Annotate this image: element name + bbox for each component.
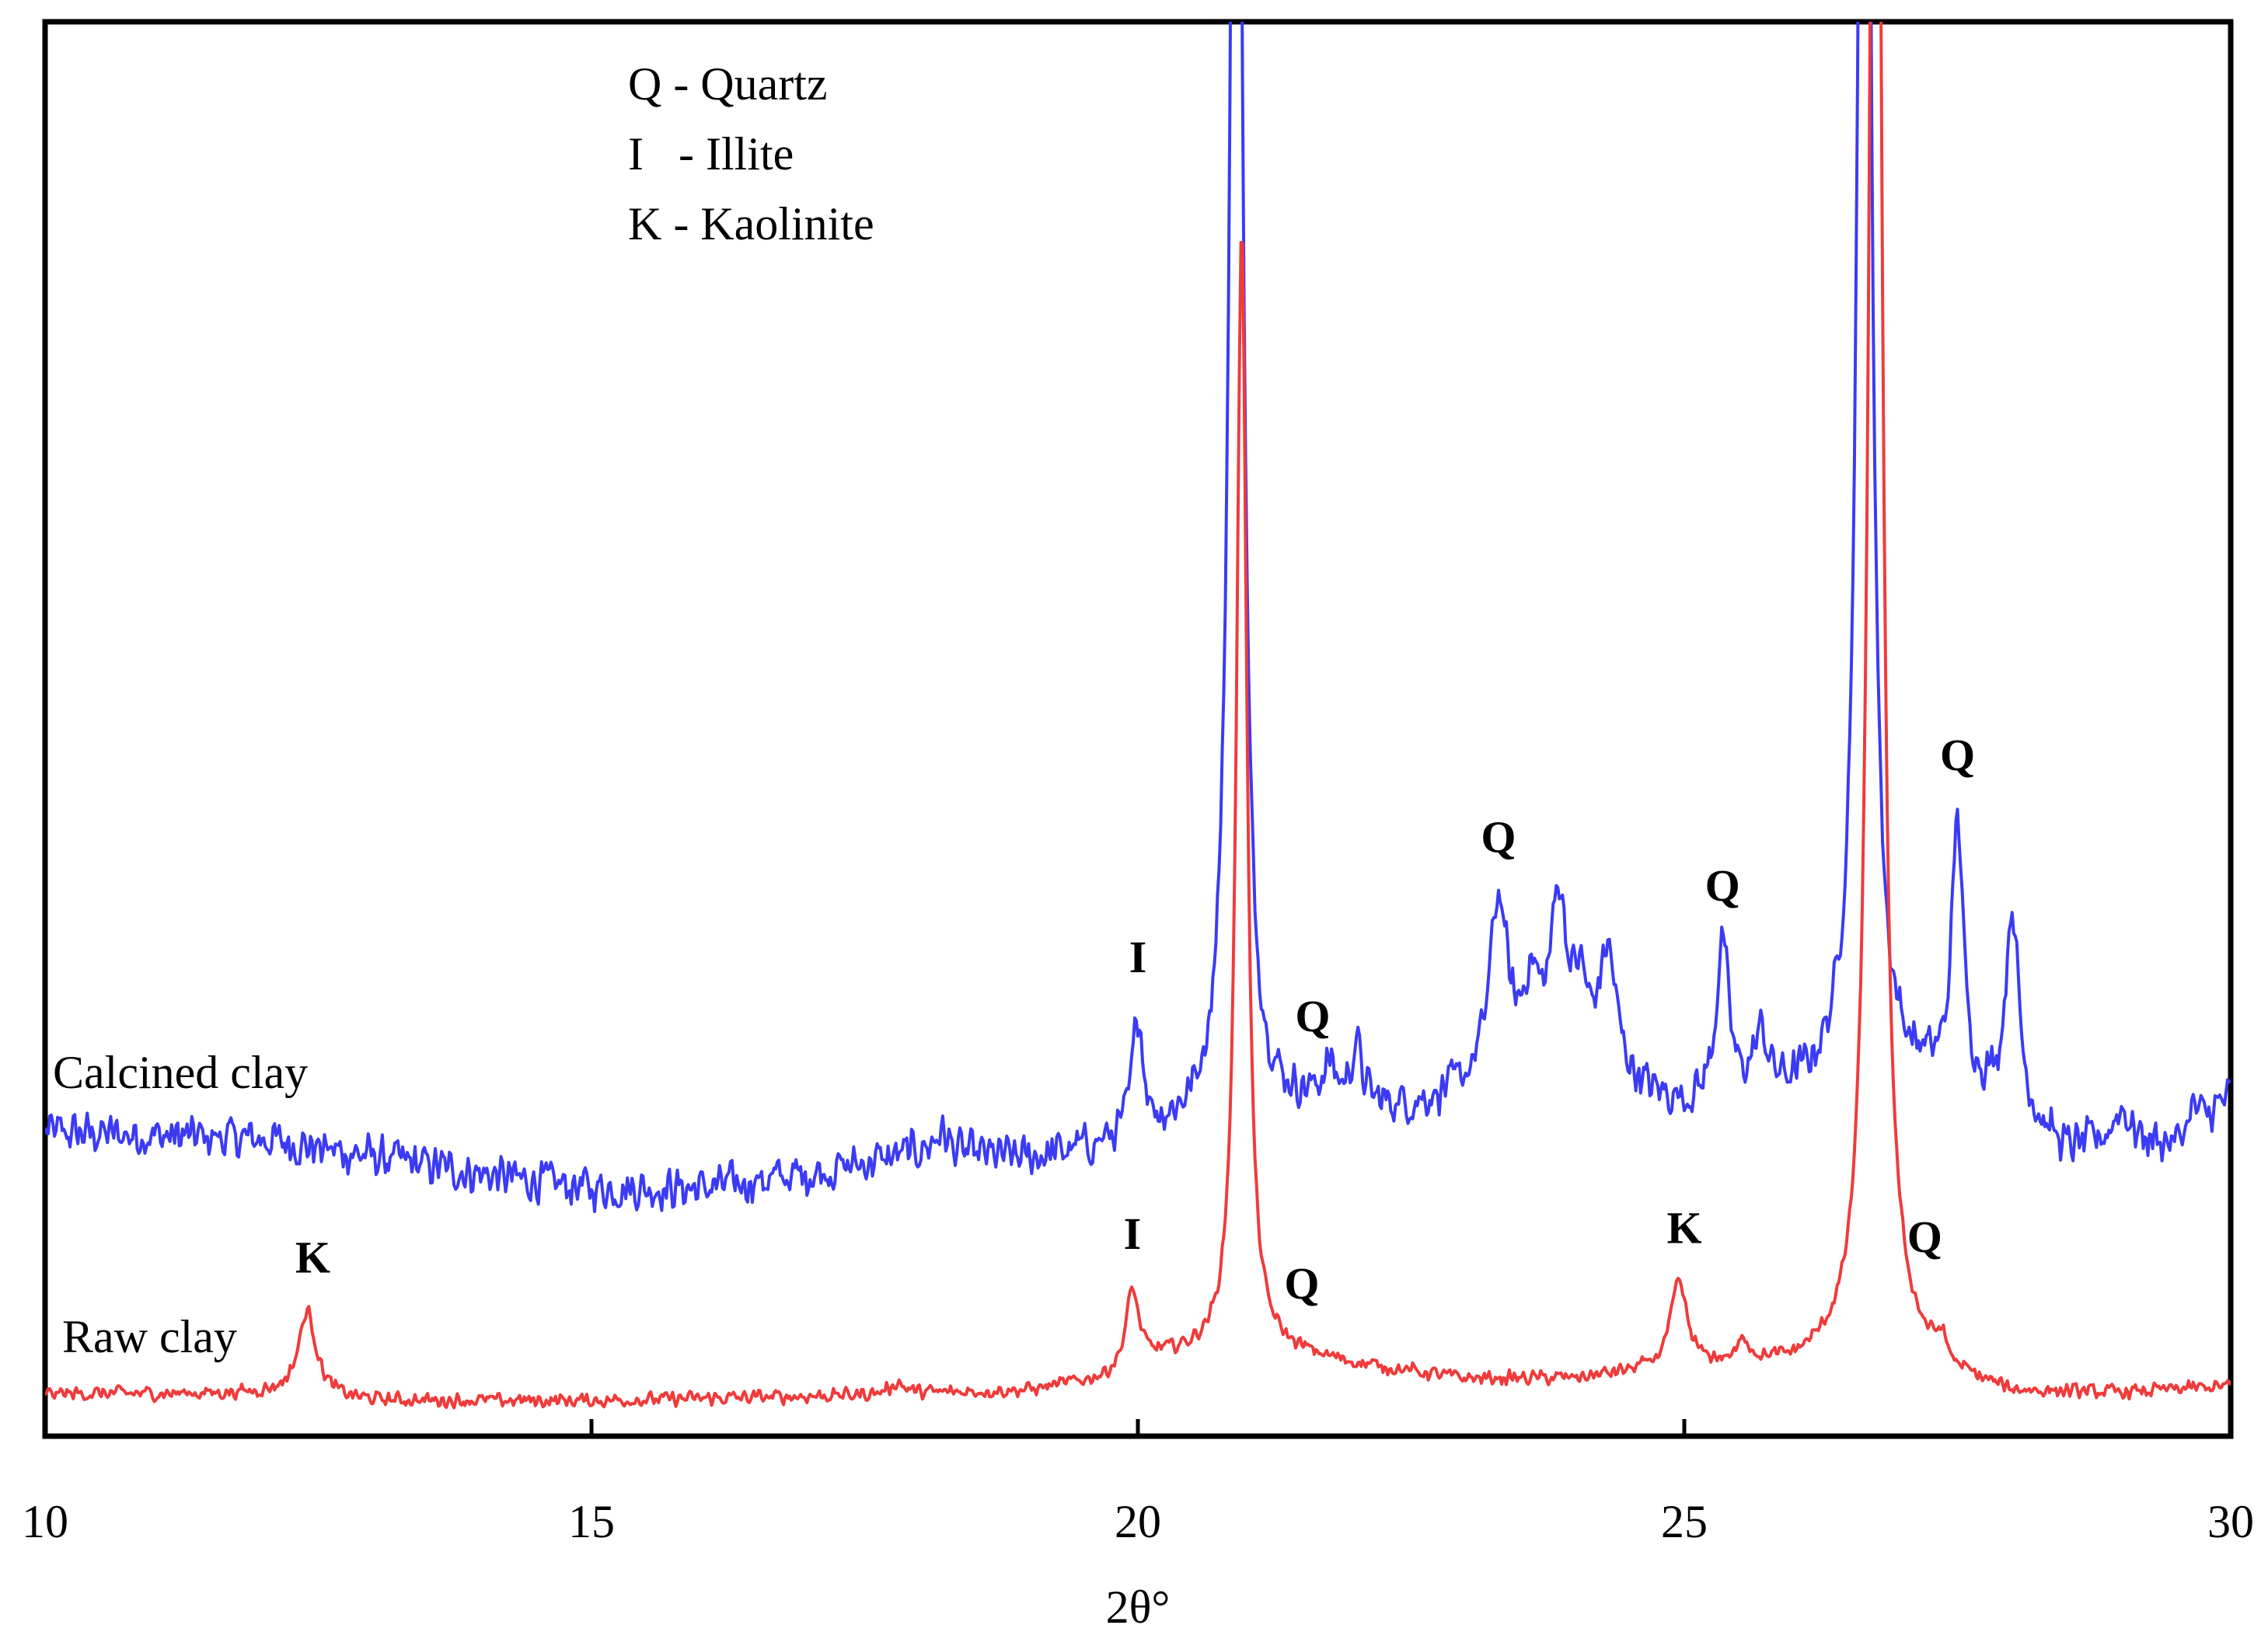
- peak-label-q: Q: [1481, 812, 1516, 863]
- peak-label-q: Q: [1940, 730, 1975, 780]
- x-tick-label: 30: [2207, 1496, 2254, 1547]
- peak-label-q: Q: [1295, 991, 1330, 1041]
- peak-label-i: I: [1129, 932, 1147, 982]
- x-axis-ticks: 10 15 20 25 30: [22, 1419, 2254, 1547]
- x-tick-label: 25: [1661, 1496, 1708, 1547]
- x-tick-label: 10: [22, 1496, 68, 1547]
- legend-entry-kaolinite: K - Kaolinite: [628, 198, 874, 249]
- legend-entry-illite: I - Illite: [628, 128, 794, 180]
- x-axis-title: 2θ°: [1106, 1581, 1171, 1633]
- series-line-calcined-clay: [45, 22, 2231, 1213]
- peak-label-i: I: [1124, 1208, 1142, 1259]
- x-tick-label: 20: [1115, 1496, 1161, 1547]
- series-label-raw-clay: Raw clay: [62, 1311, 237, 1362]
- peak-label-q: Q: [1705, 860, 1740, 911]
- legend: Q - Quartz I - Illite K - Kaolinite: [628, 58, 874, 249]
- legend-entry-quartz: Q - Quartz: [628, 58, 828, 110]
- peak-label-q: Q: [1907, 1212, 1942, 1262]
- series-label-calcined-clay: Calcined clay: [53, 1047, 308, 1098]
- peak-labels: I Q Q Q Q K I Q K Q: [295, 730, 1975, 1309]
- peak-label-k: K: [1666, 1203, 1701, 1254]
- peak-label-q: Q: [1284, 1258, 1319, 1309]
- peak-label-k: K: [295, 1233, 330, 1283]
- series-line-raw-clay: [45, 22, 2231, 1410]
- x-tick-label: 15: [568, 1496, 615, 1547]
